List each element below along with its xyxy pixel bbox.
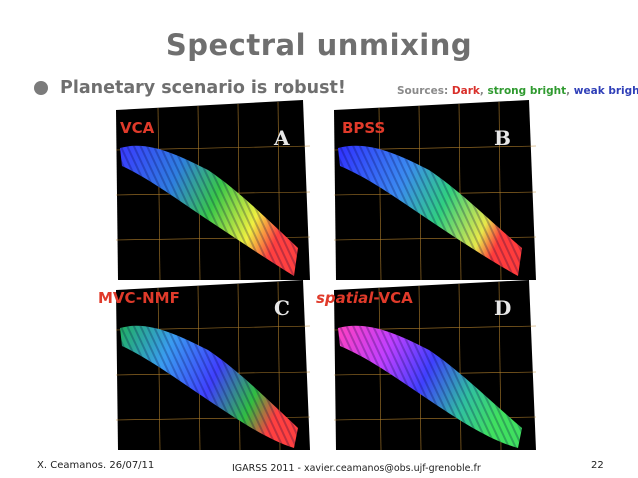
- panel-spatial-vca: spatial-VCA D: [316, 280, 547, 460]
- panel-bpss: BPSS B: [324, 100, 547, 280]
- map-image-bpss: [333, 100, 537, 280]
- panel-label-spatial-vca: spatial-VCA: [316, 289, 413, 307]
- panel-vca: VCA A: [98, 100, 321, 280]
- panel-label-spatial: spatial: [316, 289, 374, 307]
- panel-label-vca-suffix: -VCA: [373, 289, 413, 307]
- panel-letter-b: B: [494, 126, 511, 150]
- bullet-text: Planetary scenario is robust!: [60, 78, 346, 98]
- source-strong-bright: strong bright: [487, 85, 567, 97]
- source-weak-bright: weak bright: [573, 85, 638, 97]
- sources-sep-2: ,: [566, 85, 574, 97]
- map-image-vca: [115, 100, 311, 280]
- bullet-point: Planetary scenario is robust!: [34, 78, 346, 98]
- panel-letter-d: D: [494, 296, 512, 320]
- footer-author-date: X. Ceamanos. 26/07/11: [37, 460, 155, 471]
- source-dark: Dark: [451, 85, 480, 97]
- panel-label-mvc-nmf: MVC-NMF: [98, 289, 180, 307]
- sources-prefix: Sources:: [397, 85, 452, 97]
- map-image-mvc-nmf: [115, 280, 311, 451]
- panel-label-bpss: BPSS: [342, 119, 386, 137]
- map-image-spatial-vca: [333, 280, 537, 451]
- panel-letter-c: C: [274, 296, 290, 320]
- panel-letter-a: A: [274, 126, 290, 150]
- footer-conference: IGARSS 2011 - xavier.ceamanos@obs.ujf-gr…: [232, 463, 481, 474]
- page-number: 22: [591, 460, 604, 471]
- sources-legend: Sources: Dark, strong bright, weak brigh…: [397, 85, 638, 97]
- sources-sep-1: ,: [479, 85, 488, 97]
- slide-title: Spectral unmixing: [165, 28, 473, 62]
- bullet-icon: [34, 81, 48, 95]
- panel-label-vca: VCA: [120, 119, 155, 137]
- panel-mvc-nmf: MVC-NMF C: [98, 280, 321, 460]
